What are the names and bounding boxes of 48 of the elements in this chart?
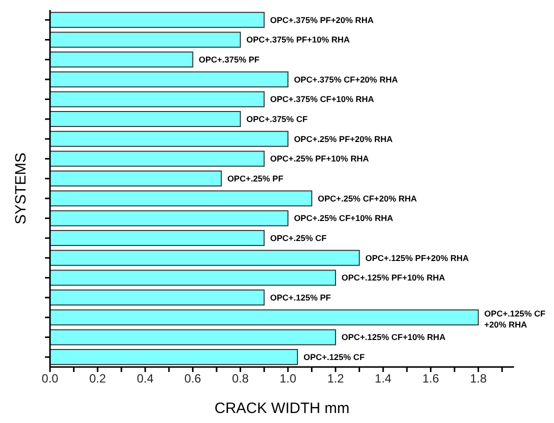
bar: [50, 210, 288, 226]
bar: [50, 230, 265, 246]
y-tick-label: OPC+.25% PF+20% RHA: [294, 134, 393, 144]
x-tick-label: 1.4: [374, 372, 392, 386]
x-tick-label: 1.0: [280, 372, 297, 386]
bar: [50, 309, 479, 326]
y-tick-label: OPC+.125% PF+20% RHA: [365, 252, 469, 263]
y-tick-label: OPC+.125% PF: [270, 292, 331, 303]
bar: [50, 270, 336, 286]
y-tick-label: OPC+.25% PF+10% RHA: [270, 154, 369, 164]
bar: [50, 250, 360, 266]
bar: [50, 290, 265, 306]
y-tick-label: OPC+.25% CF+20% RHA: [318, 193, 417, 204]
y-tick-label: OPC+.25% CF+10% RHA: [294, 213, 394, 224]
bar: [50, 130, 288, 147]
bar: [50, 111, 241, 128]
y-tick-label: OPC+.375% CF+20% RHA: [294, 74, 398, 84]
x-tick-label: 1.8: [470, 372, 487, 386]
bar: [50, 32, 241, 48]
x-axis-title: CRACK WIDTH mm: [214, 400, 350, 417]
bar: [50, 150, 265, 167]
bar: [50, 71, 288, 88]
bar: [50, 170, 222, 187]
bar: [50, 91, 265, 108]
y-tick-label: OPC+.25% PF: [227, 174, 284, 184]
x-tick-label: 1.6: [422, 372, 440, 386]
x-tick-label: 0.6: [184, 372, 202, 386]
bar: [50, 52, 194, 68]
bar: [50, 329, 336, 346]
x-tick-label: 0.2: [89, 372, 106, 386]
y-tick-label: OPC+.375% PF: [198, 54, 260, 65]
y-tick-label: OPC+.125% CF: [303, 352, 365, 362]
y-tick-label: OPC+.375% PF+20% RHA: [270, 14, 374, 25]
y-tick-label: OPC+.125% CF+10% RHA: [342, 332, 446, 342]
bar: [50, 349, 298, 366]
y-tick-label: OPC+.25% CF: [270, 233, 327, 244]
y-tick-label: OPC+.375% CF+10% RHA: [270, 94, 374, 104]
y-tick-label: OPC+.375% CF: [246, 114, 308, 124]
y-tick-label: OPC+.375% PF+10% RHA: [246, 34, 350, 45]
x-tick-label: 0.0: [42, 372, 59, 386]
x-tick-label: 0.4: [136, 372, 154, 386]
x-tick-label: 0.8: [232, 372, 250, 386]
y-axis-title: SYSTEMS: [12, 152, 30, 224]
x-tick-label: 1.2: [327, 372, 344, 386]
y-tick-label: OPC+.125% CF +20% RHA: [484, 308, 546, 330]
y-tick-label: OPC+.125% PF+10% RHA: [342, 272, 446, 283]
bar: [50, 12, 265, 28]
bar: [50, 190, 312, 206]
